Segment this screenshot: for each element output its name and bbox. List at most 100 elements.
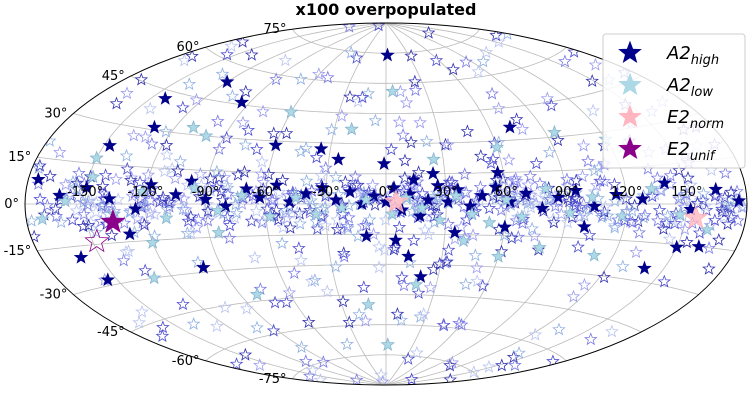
point-a2-high bbox=[691, 238, 707, 253]
background-star-marker bbox=[33, 192, 47, 206]
point-a2-low bbox=[262, 208, 278, 223]
point-a2-high bbox=[168, 187, 184, 201]
background-star-marker bbox=[473, 148, 488, 162]
background-star-marker bbox=[690, 196, 705, 210]
background-star-marker bbox=[720, 216, 735, 230]
background-star-marker bbox=[562, 194, 576, 208]
background-star-marker bbox=[508, 358, 522, 372]
longitude-tick-label: -120° bbox=[127, 185, 163, 200]
background-star-marker bbox=[336, 246, 351, 260]
background-star-marker bbox=[419, 134, 434, 148]
point-a2-high bbox=[551, 189, 566, 204]
background-star-marker bbox=[515, 122, 530, 136]
point-a2-low bbox=[562, 205, 578, 220]
background-star-marker bbox=[569, 173, 583, 187]
point-a2-low bbox=[380, 337, 396, 351]
background-star-marker bbox=[352, 307, 366, 321]
background-star-marker bbox=[191, 255, 205, 269]
background-star-marker bbox=[157, 164, 172, 178]
background-star-marker bbox=[525, 221, 539, 235]
background-star-marker bbox=[181, 214, 196, 227]
background-star-marker bbox=[239, 301, 254, 315]
point-a2-low bbox=[644, 181, 659, 195]
background-star-marker bbox=[552, 322, 566, 336]
background-star-marker bbox=[316, 355, 331, 369]
background-star-marker bbox=[83, 193, 98, 206]
longitude-tick-label: 30° bbox=[435, 185, 458, 200]
background-star-marker bbox=[329, 170, 343, 184]
background-star-marker bbox=[576, 197, 591, 211]
point-a2-low bbox=[464, 206, 480, 221]
background-star-marker bbox=[294, 144, 308, 158]
background-star-marker bbox=[368, 113, 383, 127]
background-star-marker bbox=[358, 313, 373, 327]
background-star-marker bbox=[342, 315, 357, 329]
background-star-marker bbox=[342, 210, 356, 224]
background-star-marker bbox=[318, 218, 333, 232]
background-star-marker bbox=[527, 228, 542, 242]
point-a2-low bbox=[249, 286, 265, 301]
parallel-line bbox=[205, 324, 567, 362]
background-star-marker bbox=[587, 163, 602, 177]
background-star-marker bbox=[662, 231, 677, 245]
background-star-marker bbox=[219, 130, 234, 144]
longitude-tick-label: 90° bbox=[555, 185, 578, 200]
background-star-marker bbox=[77, 207, 91, 221]
background-star-marker bbox=[292, 206, 307, 220]
background-star-marker bbox=[152, 194, 167, 208]
background-star-marker bbox=[397, 278, 411, 292]
background-star-marker bbox=[299, 173, 314, 187]
axis-tick-labels: -150° -120° -90° -60° -30° 0° 30° 60° 90° 120° 150… bbox=[4, 22, 703, 387]
point-a2-low bbox=[385, 83, 400, 98]
background-star-marker bbox=[236, 115, 250, 129]
latitude-tick-label: 75° bbox=[264, 22, 287, 37]
point-a2-high bbox=[425, 165, 441, 180]
point-a2-low bbox=[408, 277, 424, 291]
background-star-marker bbox=[397, 184, 411, 198]
background-star-marker bbox=[377, 243, 392, 257]
background-star-marker bbox=[349, 373, 364, 385]
background-star-marker bbox=[415, 186, 430, 200]
point-a2-high bbox=[234, 94, 250, 109]
background-star-marker bbox=[58, 177, 73, 191]
legend-label-e2-unif: E2unif bbox=[667, 139, 717, 164]
legend: A2high A2low E2norm E2unif bbox=[602, 33, 746, 169]
background-star-marker bbox=[372, 260, 386, 274]
background-star-marker bbox=[147, 229, 162, 242]
background-star-marker bbox=[600, 208, 615, 222]
background-star-marker bbox=[495, 358, 509, 372]
background-star-marker bbox=[279, 295, 294, 309]
background-star-marker bbox=[593, 174, 607, 187]
background-star-marker bbox=[351, 178, 365, 191]
parallel-line bbox=[130, 75, 642, 114]
point-a2-high bbox=[359, 228, 374, 243]
longitude-tick-label: -90° bbox=[192, 185, 220, 200]
background-star-marker bbox=[445, 355, 460, 369]
point-a2-high bbox=[102, 137, 118, 152]
background-star-marker bbox=[276, 220, 290, 234]
background-star-marker bbox=[660, 208, 675, 222]
point-a2-high bbox=[657, 175, 672, 190]
background-star-marker bbox=[244, 213, 259, 227]
background-star-marker bbox=[203, 183, 218, 197]
latitude-tick-label: -45° bbox=[97, 325, 125, 340]
point-a2-low bbox=[234, 187, 250, 202]
latitude-tick-label: -60° bbox=[172, 354, 200, 369]
background-star-marker bbox=[607, 220, 622, 234]
point-a2-low bbox=[538, 181, 553, 195]
point-a2-low bbox=[344, 121, 359, 136]
point-a2-high bbox=[147, 119, 162, 134]
background-star-marker bbox=[89, 225, 103, 239]
background-star-marker bbox=[250, 142, 264, 156]
background-star-marker bbox=[244, 47, 259, 61]
background-star-marker bbox=[225, 89, 240, 102]
background-star-marker bbox=[31, 176, 46, 190]
background-star-marker bbox=[484, 156, 498, 170]
background-star-marker bbox=[294, 72, 308, 86]
point-a2-high bbox=[268, 137, 284, 152]
background-star-marker bbox=[702, 241, 716, 255]
legend-label-a2-high: A2high bbox=[666, 43, 719, 68]
background-star-marker bbox=[468, 248, 483, 262]
point-a2-low bbox=[187, 180, 202, 195]
background-star-marker bbox=[504, 231, 519, 244]
